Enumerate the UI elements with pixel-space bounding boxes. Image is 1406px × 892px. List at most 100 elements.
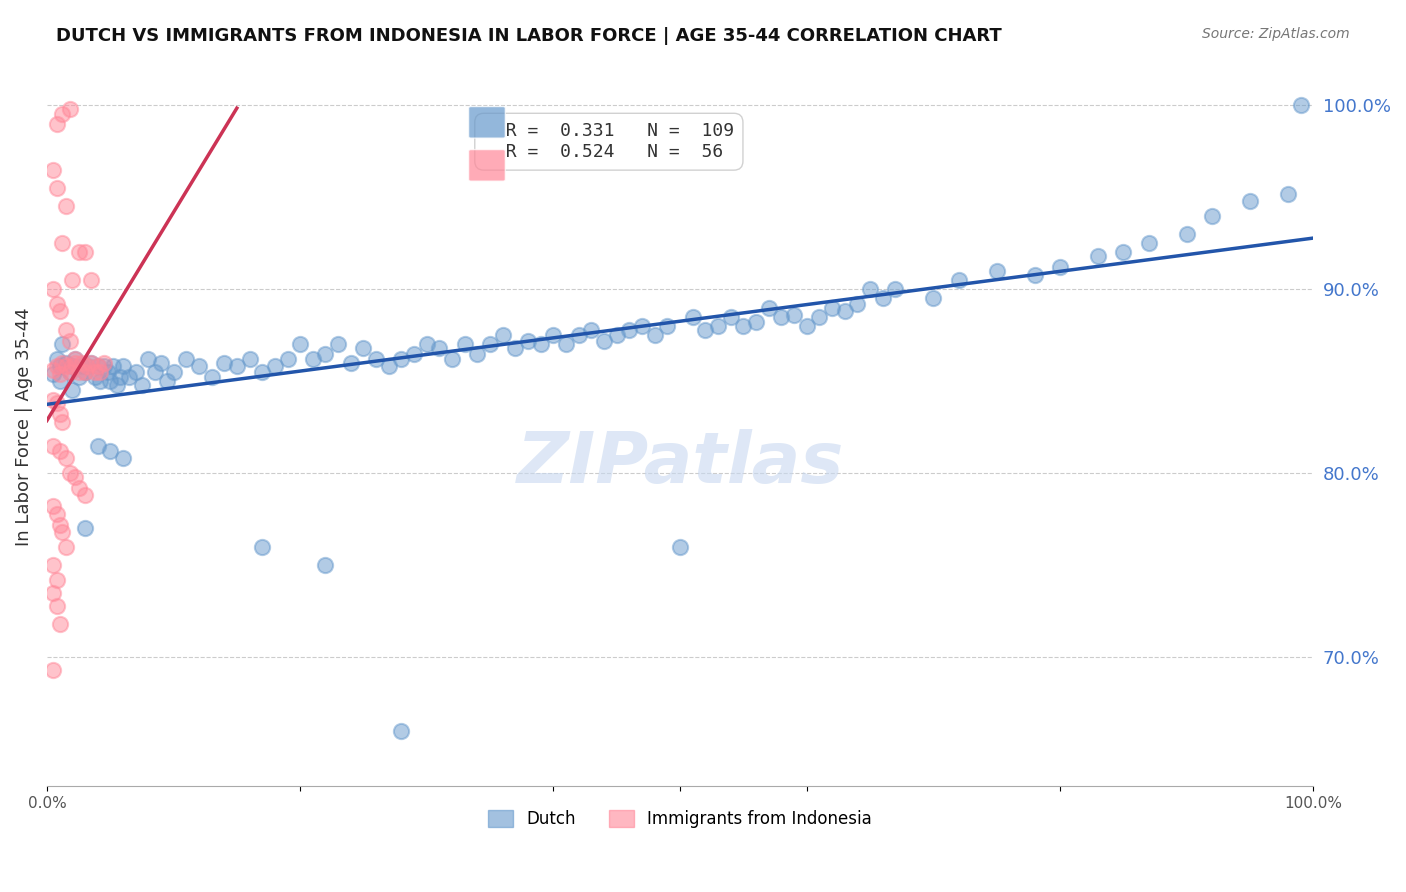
Point <box>42 363 65 377</box>
Point <box>555 337 578 351</box>
Point <box>1289 98 1312 112</box>
Point <box>479 337 502 351</box>
Point <box>42 282 65 296</box>
Point <box>187 359 209 374</box>
Point <box>42 558 65 573</box>
Point <box>42 162 65 177</box>
Point <box>42 367 65 381</box>
Point <box>55 359 77 374</box>
Point <box>67 481 90 495</box>
Point <box>682 310 704 324</box>
Point <box>48 367 70 381</box>
Point <box>48 616 70 631</box>
Text: ZIPatlas: ZIPatlas <box>516 428 844 498</box>
Point <box>98 444 121 458</box>
Point <box>834 304 856 318</box>
Point <box>770 310 793 324</box>
Point <box>441 352 464 367</box>
Point <box>859 282 882 296</box>
Point <box>59 365 82 379</box>
Point <box>42 585 65 599</box>
Point <box>581 323 603 337</box>
Point <box>59 365 82 379</box>
FancyBboxPatch shape <box>468 106 505 138</box>
Point <box>276 352 298 367</box>
Point <box>48 407 70 421</box>
Point <box>288 337 311 351</box>
Point <box>796 318 818 333</box>
Point <box>454 337 477 351</box>
Point <box>1201 209 1223 223</box>
Point <box>63 356 86 370</box>
Point <box>86 359 108 374</box>
Point <box>720 310 742 324</box>
Point <box>60 359 83 374</box>
Point <box>67 245 90 260</box>
Point <box>48 359 70 374</box>
Point <box>1024 268 1046 282</box>
Point <box>118 370 141 384</box>
Point <box>340 356 363 370</box>
Point <box>1239 194 1261 208</box>
Point <box>808 310 831 324</box>
Point <box>429 341 451 355</box>
Point <box>315 558 337 573</box>
Point <box>42 438 65 452</box>
Point <box>593 334 616 348</box>
Point <box>695 323 717 337</box>
Point <box>98 374 121 388</box>
Point <box>51 107 73 121</box>
Point <box>73 365 96 379</box>
Point <box>51 337 73 351</box>
Point <box>301 352 323 367</box>
Point <box>124 365 146 379</box>
Point <box>48 374 70 388</box>
Point <box>948 273 970 287</box>
Point <box>80 356 103 370</box>
Point <box>84 365 107 379</box>
Point <box>136 352 159 367</box>
Point <box>72 356 94 370</box>
Point <box>55 199 77 213</box>
Point <box>86 359 108 374</box>
Point <box>846 297 869 311</box>
Point <box>315 346 337 360</box>
Point <box>986 264 1008 278</box>
Point <box>46 573 69 587</box>
Point <box>378 359 401 374</box>
Point <box>872 292 894 306</box>
Point <box>1087 249 1109 263</box>
Point <box>492 328 515 343</box>
Point <box>63 352 86 367</box>
Point <box>60 359 83 374</box>
Point <box>73 521 96 535</box>
Point <box>80 356 103 370</box>
Point <box>328 337 350 351</box>
Point <box>745 315 768 329</box>
Point <box>733 318 755 333</box>
Point <box>391 723 413 738</box>
Point <box>111 451 134 466</box>
Point <box>149 356 172 370</box>
Point <box>105 377 128 392</box>
Point <box>55 540 77 554</box>
Point <box>48 517 70 532</box>
Point <box>59 334 82 348</box>
Point <box>644 328 666 343</box>
Point <box>530 337 553 351</box>
Point <box>42 392 65 407</box>
Point <box>1049 260 1071 274</box>
Point <box>250 365 273 379</box>
Point <box>51 356 73 370</box>
Point <box>76 359 98 374</box>
Point <box>55 451 77 466</box>
Point <box>1112 245 1135 260</box>
FancyBboxPatch shape <box>468 150 505 181</box>
Point <box>263 359 285 374</box>
Point <box>60 273 83 287</box>
Point <box>200 370 222 384</box>
Point <box>86 438 108 452</box>
Point <box>67 365 90 379</box>
Point <box>391 352 413 367</box>
Point <box>238 352 260 367</box>
